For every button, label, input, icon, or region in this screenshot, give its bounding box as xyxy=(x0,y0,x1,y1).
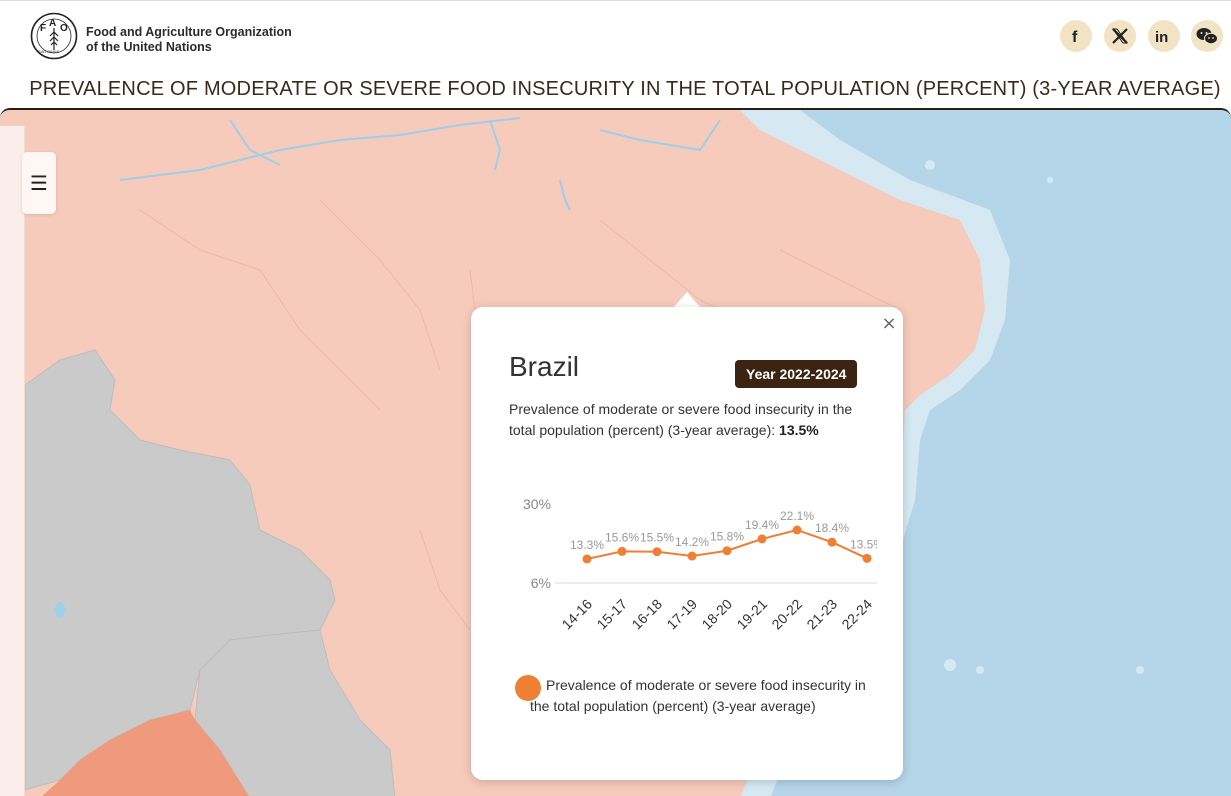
x-button[interactable] xyxy=(1104,20,1136,52)
y-tick-label: 30% xyxy=(523,496,551,512)
svg-text:in: in xyxy=(1155,29,1168,44)
data-point[interactable] xyxy=(617,546,627,556)
data-label: 14.2% xyxy=(675,535,709,549)
data-label: 19.4% xyxy=(745,518,779,532)
data-point[interactable] xyxy=(722,546,732,556)
wechat-icon xyxy=(1196,28,1218,45)
data-label: 15.6% xyxy=(605,530,639,544)
svg-text:FIAT PANIS: FIAT PANIS xyxy=(38,49,59,54)
islands xyxy=(925,160,1144,674)
linkedin-button[interactable]: in xyxy=(1148,20,1180,52)
x-tick-label: 20-22 xyxy=(768,596,805,633)
data-point[interactable] xyxy=(792,525,802,535)
facebook-icon: f xyxy=(1072,29,1078,44)
country-name: Brazil xyxy=(509,351,580,382)
svg-text:A: A xyxy=(49,18,56,29)
state-borders xyxy=(139,199,901,631)
x-tick-label: 18-20 xyxy=(698,596,735,633)
data-label: 15.8% xyxy=(710,530,744,544)
x-icon xyxy=(1112,28,1128,44)
x-tick-label: 21-23 xyxy=(803,596,840,633)
data-point[interactable] xyxy=(862,553,872,563)
x-tick-label: 15-17 xyxy=(593,596,630,633)
argentina-region[interactable] xyxy=(40,710,250,796)
bolivia-region[interactable] xyxy=(24,349,336,791)
year-badge: Year 2022-2024 xyxy=(735,360,858,388)
legend-marker xyxy=(515,675,541,701)
data-label: 22.1% xyxy=(780,509,814,523)
header: F A O FIAT PANIS Food and Agriculture Or… xyxy=(0,0,1231,70)
facebook-button[interactable]: f xyxy=(1060,20,1092,52)
data-point[interactable] xyxy=(827,537,837,547)
x-tick-label: 22-24 xyxy=(838,596,875,633)
x-tick-label: 14-16 xyxy=(558,596,595,633)
x-tick-label: 17-19 xyxy=(663,596,700,633)
svg-text:O: O xyxy=(60,23,68,34)
indicator-value: 13.5% xyxy=(779,422,819,438)
popup-arrow xyxy=(673,292,701,308)
hamburger-icon: ☰ xyxy=(30,171,48,195)
org-name-line1: Food and Agriculture Organization xyxy=(86,25,292,39)
data-point[interactable] xyxy=(582,554,592,564)
country-popup: × Brazil Year 2022-2024 Prevalence of mo… xyxy=(471,307,903,780)
data-label: 18.4% xyxy=(815,521,849,535)
legend-label: Prevalence of moderate or severe food in… xyxy=(530,677,866,714)
indicator-description: Prevalence of moderate or severe food in… xyxy=(509,399,859,441)
menu-button[interactable]: ☰ xyxy=(22,152,56,214)
side-panel xyxy=(0,126,25,796)
data-label: 13.5% xyxy=(850,537,877,551)
page-title: PREVALENCE OF MODERATE OR SEVERE FOOD IN… xyxy=(29,78,1221,100)
lake xyxy=(55,602,65,618)
wechat-button[interactable] xyxy=(1191,20,1223,52)
linkedin-icon: in xyxy=(1155,29,1168,44)
close-button[interactable]: × xyxy=(881,313,897,334)
org-name-line2: of the United Nations xyxy=(86,40,212,54)
fao-logo[interactable]: F A O FIAT PANIS xyxy=(30,12,78,60)
x-tick-label: 16-18 xyxy=(628,596,665,633)
y-tick-label: 6% xyxy=(531,575,551,591)
rivers xyxy=(119,117,721,211)
indicator-label: Prevalence of moderate or severe food in… xyxy=(509,401,853,438)
data-label: 15.5% xyxy=(640,531,674,545)
svg-text:F: F xyxy=(40,23,46,34)
data-point[interactable] xyxy=(757,534,767,544)
x-tick-label: 19-21 xyxy=(733,596,770,633)
svg-text:f: f xyxy=(1072,29,1078,44)
data-point[interactable] xyxy=(652,547,662,557)
trend-chart: 6% 30% 13.3%15.6% 15.5% 14.2% 15.8%19.4%22.1… xyxy=(523,496,877,633)
org-name: Food and Agriculture Organization of the… xyxy=(86,25,292,55)
data-point[interactable] xyxy=(687,551,697,561)
data-label: 13.3% xyxy=(570,538,604,552)
